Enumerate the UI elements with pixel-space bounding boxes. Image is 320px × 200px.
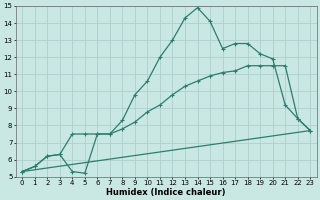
- X-axis label: Humidex (Indice chaleur): Humidex (Indice chaleur): [107, 188, 226, 197]
